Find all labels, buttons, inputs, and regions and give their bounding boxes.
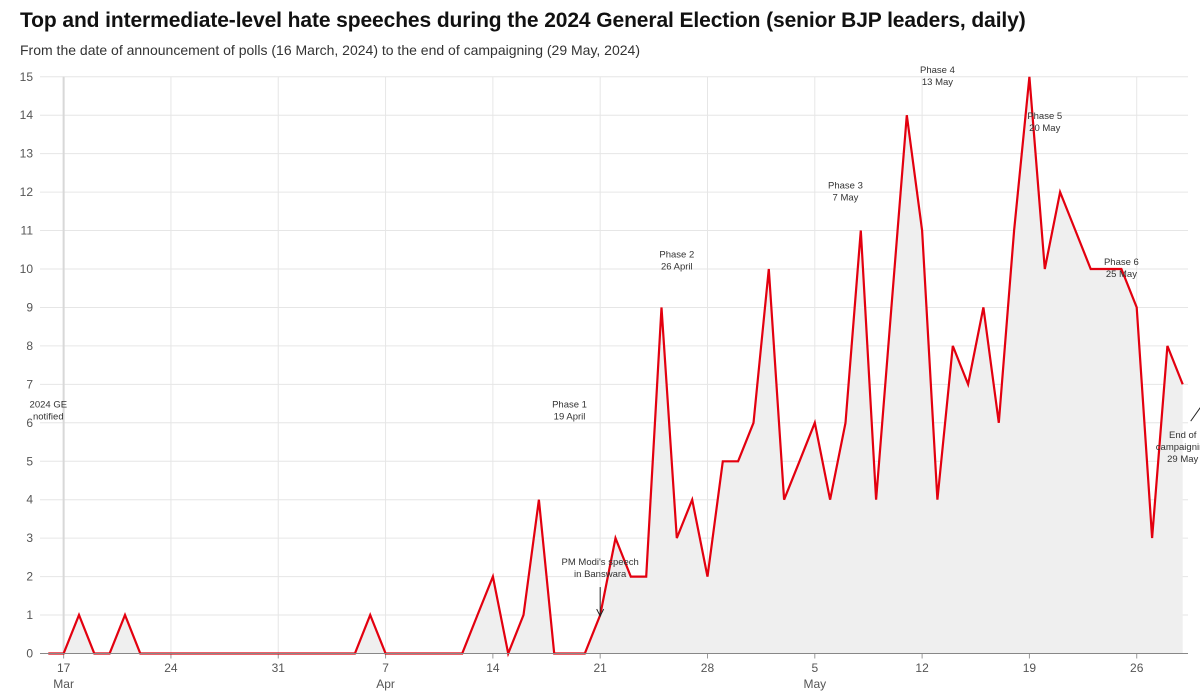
annotation-label: 13 May — [922, 77, 953, 88]
annotation-arrow — [1190, 407, 1200, 422]
x-tick-month-label: Mar — [53, 677, 74, 691]
annotation-label: 25 May — [1106, 269, 1137, 280]
y-tick-label: 12 — [20, 185, 34, 199]
annotation-label: Phase 5 — [1027, 111, 1062, 122]
y-tick-label: 11 — [21, 224, 34, 238]
x-tick-label: 19 — [1023, 661, 1037, 675]
y-tick-label: 8 — [26, 339, 33, 353]
annotation-label: Phase 4 — [920, 65, 955, 76]
annotation-label: 26 April — [661, 261, 693, 272]
annotation-label: 2024 GE — [30, 399, 68, 410]
annotation-label: Phase 3 — [828, 180, 863, 191]
y-tick-label: 5 — [26, 454, 33, 468]
x-tick-label: 28 — [701, 661, 715, 675]
chart-title: Top and intermediate-level hate speeches… — [20, 9, 1026, 32]
annotation-label: PM Modi's speech — [562, 557, 639, 568]
annotation-label: Phase 1 — [552, 399, 587, 410]
annotation-label: 29 May — [1167, 454, 1198, 465]
annotation-arrowhead — [596, 608, 605, 618]
y-tick-label: 13 — [20, 147, 34, 161]
annotation-label: Phase 6 — [1104, 257, 1139, 268]
x-tick-label: 21 — [594, 661, 608, 675]
y-tick-label: 4 — [26, 493, 33, 507]
chart-subtitle: From the date of announcement of polls (… — [20, 42, 640, 58]
y-tick-label: 10 — [20, 262, 34, 276]
y-tick-label: 7 — [26, 377, 33, 391]
x-tick-label: 7 — [382, 661, 389, 675]
x-tick-month-label: May — [803, 677, 826, 691]
y-tick-label: 3 — [26, 531, 33, 545]
y-tick-label: 0 — [26, 647, 33, 661]
annotation-label: notified — [33, 411, 64, 422]
annotation-label: 19 April — [554, 411, 586, 422]
y-tick-label: 15 — [20, 70, 34, 84]
annotation-label: campaigning — [1156, 442, 1200, 453]
x-tick-label: 31 — [272, 661, 286, 675]
annotation-label: 20 May — [1029, 123, 1060, 134]
x-tick-label: 14 — [486, 661, 500, 675]
x-tick-label: 12 — [915, 661, 929, 675]
x-tick-label: 17 — [57, 661, 71, 675]
y-tick-label: 6 — [26, 416, 33, 430]
x-tick-label: 24 — [164, 661, 178, 675]
y-tick-label: 2 — [26, 570, 33, 584]
y-tick-label: 1 — [26, 608, 33, 622]
x-tick-label: 26 — [1130, 661, 1144, 675]
x-tick-month-label: Apr — [376, 677, 395, 691]
annotation-label: Phase 2 — [659, 249, 694, 260]
annotation-label: End of — [1169, 430, 1197, 441]
x-tick-label: 5 — [811, 661, 818, 675]
y-tick-label: 9 — [26, 300, 33, 314]
y-tick-label: 14 — [20, 108, 34, 122]
annotation-label: 7 May — [833, 192, 859, 203]
annotation-label: in Banswara — [574, 569, 627, 580]
